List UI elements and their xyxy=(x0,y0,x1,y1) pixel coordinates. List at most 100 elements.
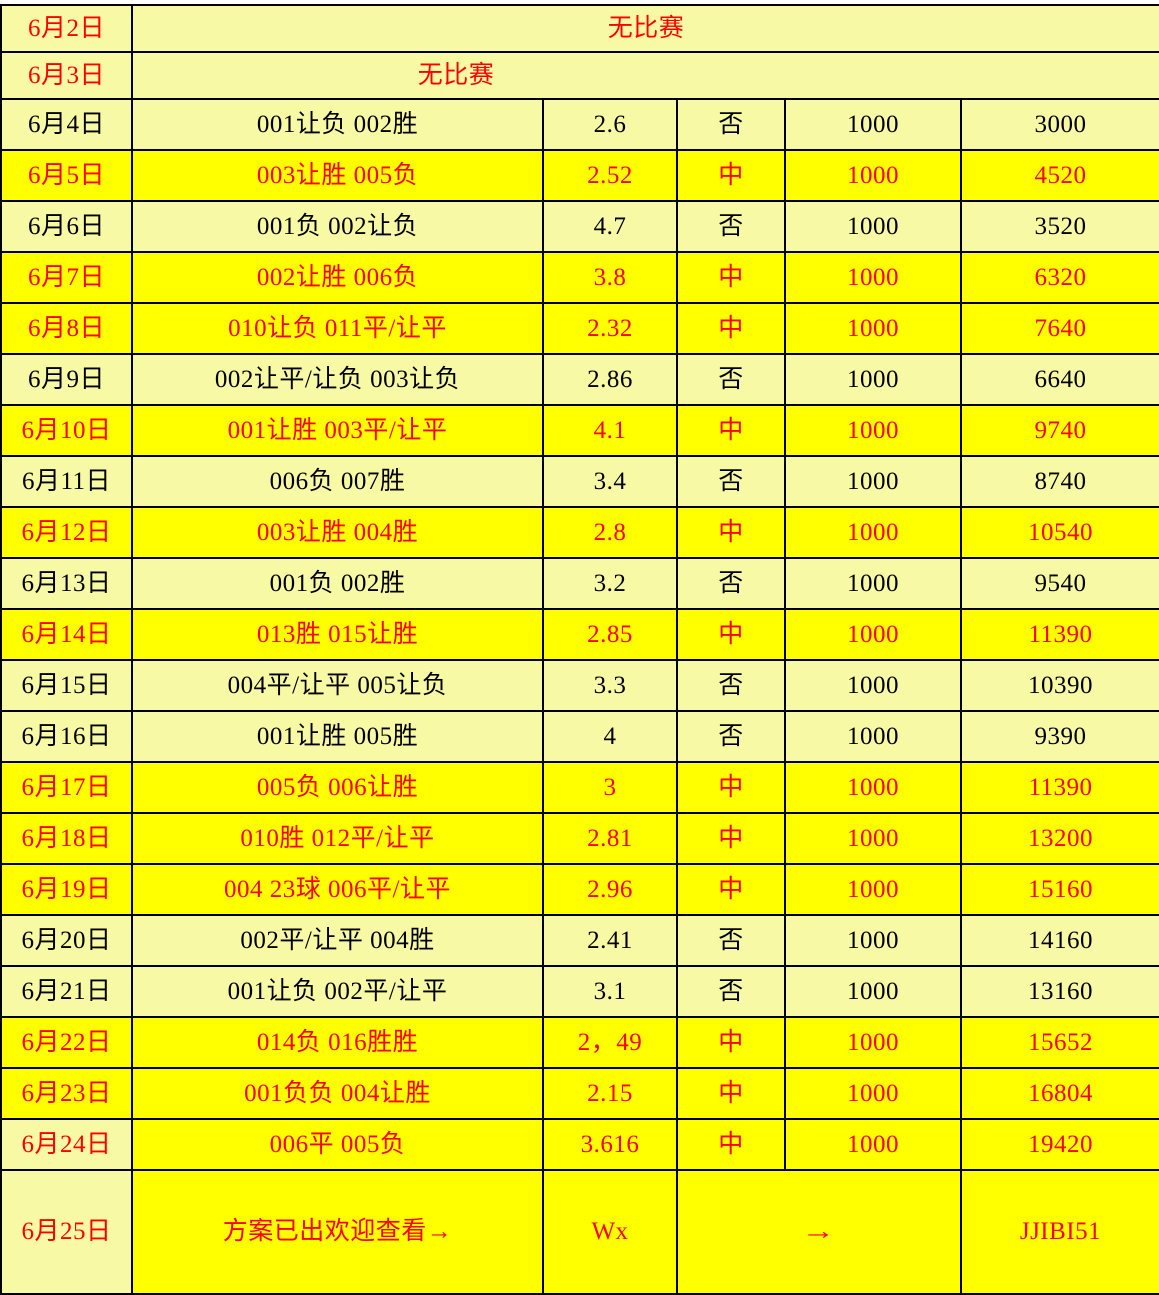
table-row[interactable]: 6月10日 001让胜 003平/让平 4.1 中 1000 9740 xyxy=(0,404,1159,457)
table-row[interactable]: 6月24日 006平 005负 3.616 中 1000 19420 xyxy=(0,1118,1159,1171)
cell-profit: 7640 xyxy=(960,302,1159,355)
table-row[interactable]: 6月15日 004平/让平 005让负 3.3 否 1000 10390 xyxy=(0,659,1159,712)
table-row[interactable]: 6月19日 004 23球 006平/让平 2.96 中 1000 15160 xyxy=(0,863,1159,916)
table-row[interactable]: 6月21日 001让负 002平/让平 3.1 否 1000 13160 xyxy=(0,965,1159,1018)
cell-match: 001负负 004让胜 xyxy=(131,1067,544,1120)
cell-odds: 3.8 xyxy=(542,251,678,304)
cell-match: 001让负 002平/让平 xyxy=(131,965,544,1018)
cell-profit: 3520 xyxy=(960,200,1159,253)
cell-odds: 3.1 xyxy=(542,965,678,1018)
cell-profit: 13160 xyxy=(960,965,1159,1018)
promo-message[interactable]: 方案已出欢迎查看→ xyxy=(131,1169,544,1295)
cell-hit: 中 xyxy=(676,251,786,304)
cell-date: 6月20日 xyxy=(0,914,133,967)
cell-hit: 否 xyxy=(676,98,786,151)
table-row[interactable]: 6月23日 001负负 004让胜 2.15 中 1000 16804 xyxy=(0,1067,1159,1120)
cell-hit: 中 xyxy=(676,761,786,814)
table-row[interactable]: 6月11日 006负 007胜 3.4 否 1000 8740 xyxy=(0,455,1159,508)
table-row[interactable]: 6月16日 001让胜 005胜 4 否 1000 9390 xyxy=(0,710,1159,763)
cell-stake: 1000 xyxy=(784,557,962,610)
cell-hit: 中 xyxy=(676,1067,786,1120)
cell-match: 013胜 015让胜 xyxy=(131,608,544,661)
cell-profit: 9540 xyxy=(960,557,1159,610)
cell-match: 004 23球 006平/让平 xyxy=(131,863,544,916)
table-row[interactable]: 6月6日 001负 002让负 4.7 否 1000 3520 xyxy=(0,200,1159,253)
table-row[interactable]: 6月17日 005负 006让胜 3 中 1000 11390 xyxy=(0,761,1159,814)
table-row[interactable]: 6月12日 003让胜 004胜 2.8 中 1000 10540 xyxy=(0,506,1159,559)
cell-date: 6月9日 xyxy=(0,353,133,406)
cell-stake: 1000 xyxy=(784,1118,962,1171)
cell-match: 001让负 002胜 xyxy=(131,98,544,151)
cell-odds: 2.6 xyxy=(542,98,678,151)
cell-odds: 2.81 xyxy=(542,812,678,865)
cell-stake: 1000 xyxy=(784,200,962,253)
cell-hit: 否 xyxy=(676,710,786,763)
table-body: 6月2日 无比赛 6月3日 无比赛 6月4日 001让负 002胜 2.6 否 … xyxy=(0,4,1159,1295)
cell-match: 001负 002让负 xyxy=(131,200,544,253)
cell-date: 6月4日 xyxy=(0,98,133,151)
cell-profit: 6640 xyxy=(960,353,1159,406)
cell-no-match: 无比赛 xyxy=(131,4,1159,53)
cell-stake: 1000 xyxy=(784,353,962,406)
cell-date: 6月7日 xyxy=(0,251,133,304)
table-row[interactable]: 6月20日 002平/让平 004胜 2.41 否 1000 14160 xyxy=(0,914,1159,967)
table-row[interactable]: 6月13日 001负 002胜 3.2 否 1000 9540 xyxy=(0,557,1159,610)
table-row[interactable]: 6月14日 013胜 015让胜 2.85 中 1000 11390 xyxy=(0,608,1159,661)
cell-hit: 中 xyxy=(676,812,786,865)
cell-match: 002让平/让负 003让负 xyxy=(131,353,544,406)
cell-hit: 否 xyxy=(676,557,786,610)
cell-hit: 中 xyxy=(676,863,786,916)
cell-date: 6月19日 xyxy=(0,863,133,916)
promo-channel-label: Wx xyxy=(542,1169,678,1295)
cell-profit: 6320 xyxy=(960,251,1159,304)
cell-match: 001负 002胜 xyxy=(131,557,544,610)
cell-odds: 2.41 xyxy=(542,914,678,967)
cell-stake: 1000 xyxy=(784,302,962,355)
cell-profit: 10390 xyxy=(960,659,1159,712)
cell-stake: 1000 xyxy=(784,710,962,763)
cell-stake: 1000 xyxy=(784,404,962,457)
cell-match: 003让胜 005负 xyxy=(131,149,544,202)
cell-stake: 1000 xyxy=(784,863,962,916)
table-row[interactable]: 6月4日 001让负 002胜 2.6 否 1000 3000 xyxy=(0,98,1159,151)
promo-row[interactable]: 6月25日 方案已出欢迎查看→ Wx → JJIBI51 xyxy=(0,1169,1159,1295)
cell-stake: 1000 xyxy=(784,251,962,304)
cell-odds: 2.96 xyxy=(542,863,678,916)
cell-hit: 中 xyxy=(676,608,786,661)
cell-hit: 中 xyxy=(676,1118,786,1171)
cell-odds: 2.32 xyxy=(542,302,678,355)
cell-stake: 1000 xyxy=(784,812,962,865)
cell-match: 014负 016胜胜 xyxy=(131,1016,544,1069)
cell-profit: 11390 xyxy=(960,608,1159,661)
table-row[interactable]: 6月18日 010胜 012平/让平 2.81 中 1000 13200 xyxy=(0,812,1159,865)
cell-odds: 2.85 xyxy=(542,608,678,661)
cell-hit: 中 xyxy=(676,404,786,457)
cell-stake: 1000 xyxy=(784,455,962,508)
cell-profit: 9390 xyxy=(960,710,1159,763)
cell-hit: 否 xyxy=(676,965,786,1018)
cell-odds: 3.3 xyxy=(542,659,678,712)
table-row[interactable]: 6月7日 002让胜 006负 3.8 中 1000 6320 xyxy=(0,251,1159,304)
cell-date: 6月14日 xyxy=(0,608,133,661)
cell-match: 010胜 012平/让平 xyxy=(131,812,544,865)
cell-hit: 否 xyxy=(676,659,786,712)
table-row[interactable]: 6月5日 003让胜 005负 2.52 中 1000 4520 xyxy=(0,149,1159,202)
table-row[interactable]: 6月9日 002让平/让负 003让负 2.86 否 1000 6640 xyxy=(0,353,1159,406)
cell-hit: 否 xyxy=(676,353,786,406)
cell-date: 6月3日 xyxy=(0,51,133,100)
cell-match: 004平/让平 005让负 xyxy=(131,659,544,712)
betting-record-table: 6月2日 无比赛 6月3日 无比赛 6月4日 001让负 002胜 2.6 否 … xyxy=(0,4,1159,1295)
cell-stake: 1000 xyxy=(784,659,962,712)
table-row[interactable]: 6月22日 014负 016胜胜 2，49 中 1000 15652 xyxy=(0,1016,1159,1069)
table-row[interactable]: 6月3日 无比赛 xyxy=(0,51,1159,100)
promo-handle[interactable]: JJIBI51 xyxy=(960,1169,1159,1295)
table-row[interactable]: 6月2日 无比赛 xyxy=(0,4,1159,53)
cell-hit: 中 xyxy=(676,302,786,355)
cell-match: 010让负 011平/让平 xyxy=(131,302,544,355)
table-row[interactable]: 6月8日 010让负 011平/让平 2.32 中 1000 7640 xyxy=(0,302,1159,355)
cell-promo-date: 6月25日 xyxy=(0,1169,133,1295)
cell-date: 6月8日 xyxy=(0,302,133,355)
cell-stake: 1000 xyxy=(784,965,962,1018)
cell-date: 6月18日 xyxy=(0,812,133,865)
cell-hit: 否 xyxy=(676,455,786,508)
